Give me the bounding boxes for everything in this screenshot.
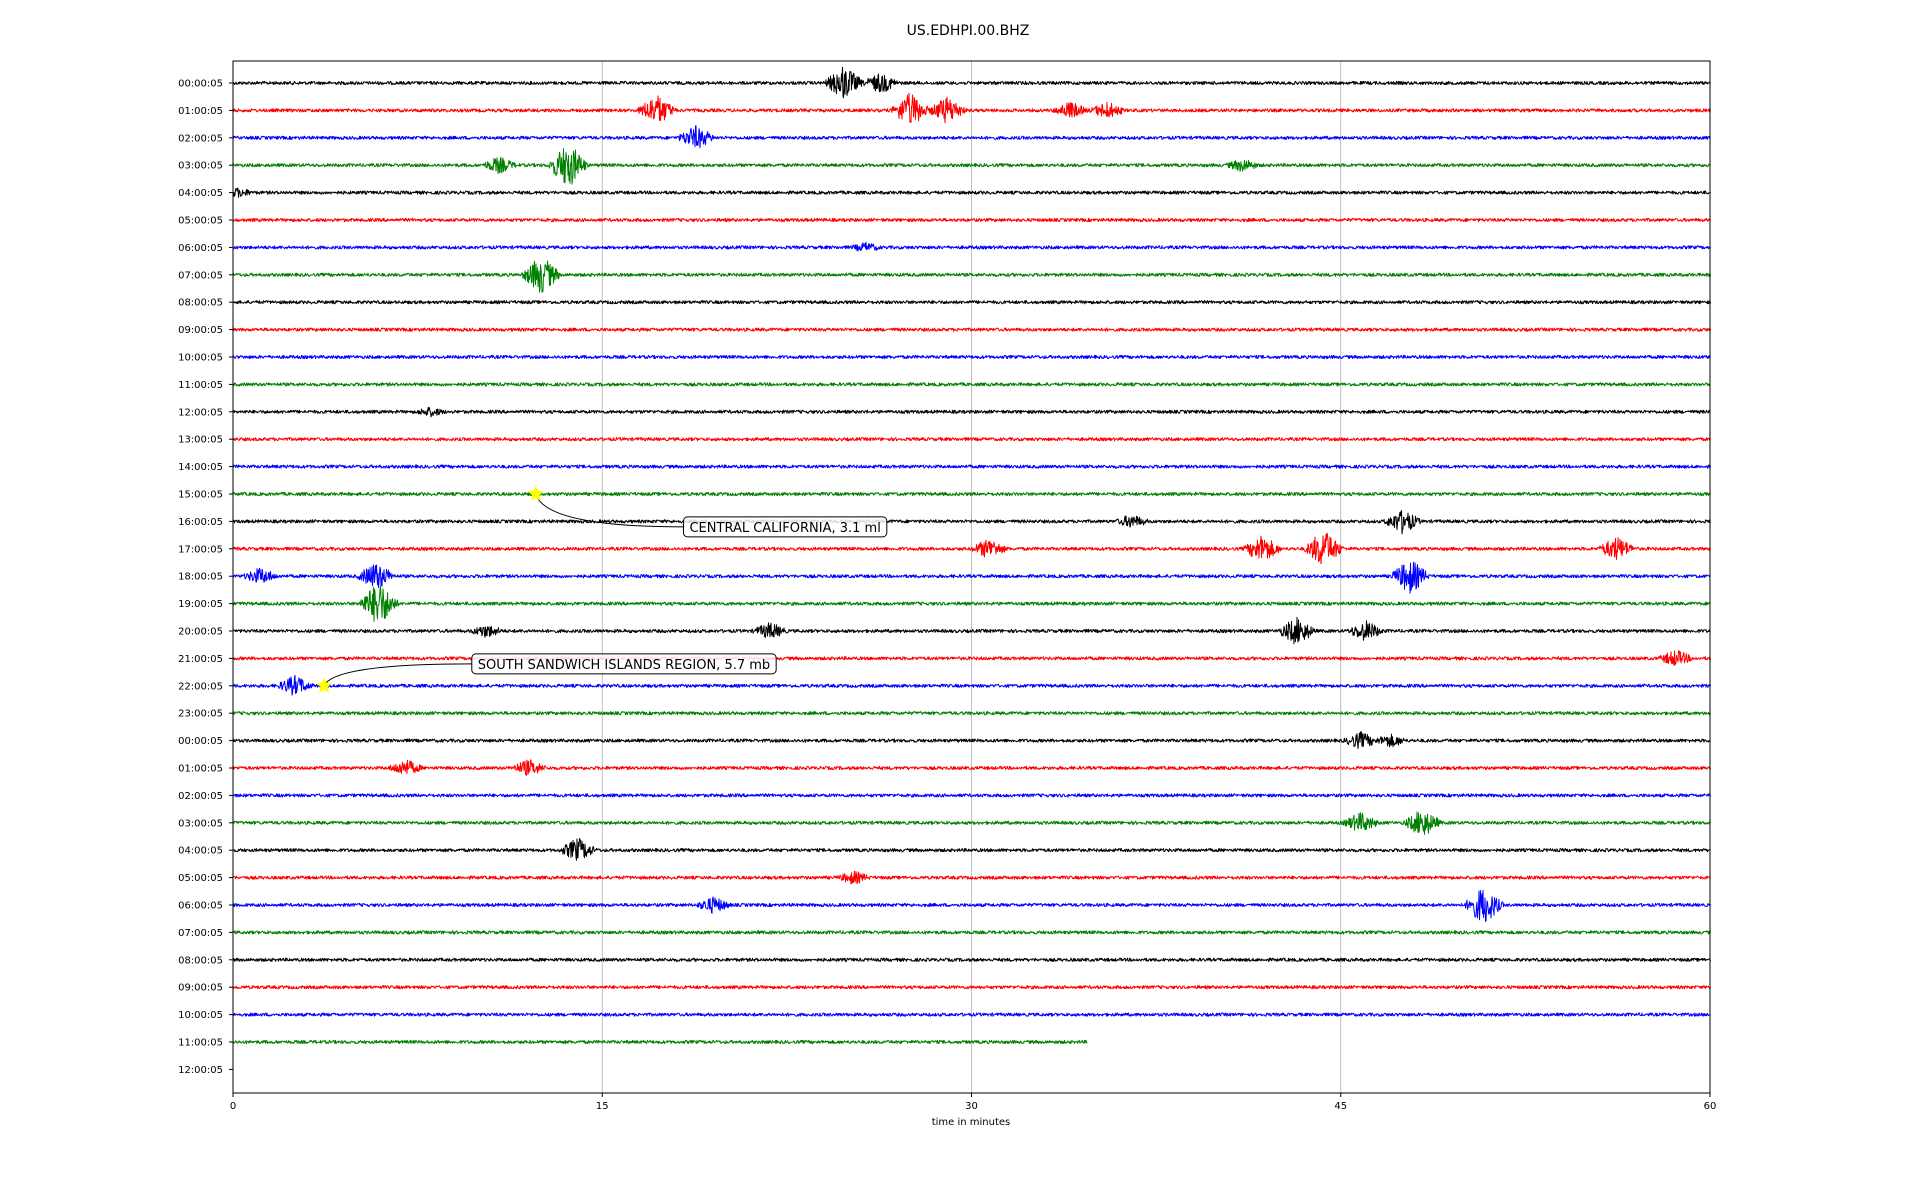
y-tick-label: 21:00:05 [178,654,223,665]
x-tick-label: 45 [1334,1101,1347,1112]
y-tick-label: 17:00:05 [178,544,223,555]
y-tick-label: 07:00:05 [178,928,223,939]
x-tick-labels: 0 15 30 45 60 [230,1093,1717,1112]
trace-line [232,148,1711,185]
y-tick-label: 15:00:05 [178,490,223,501]
trace-line [232,930,1711,935]
trace-line [232,327,1711,332]
y-tick-label: 18:00:05 [178,572,223,583]
y-tick-label: 07:00:05 [178,270,223,281]
event-label: CENTRAL CALIFORNIA, 3.1 ml [689,521,880,536]
trace-line [232,561,1711,594]
y-tick-label: 03:00:05 [178,818,223,829]
trace-line [232,260,1711,293]
trace-line [232,382,1711,387]
trace-line [232,585,1711,622]
y-tick-label: 01:00:05 [178,106,223,117]
event-connector [323,663,472,687]
y-tick-label: 16:00:05 [178,517,223,528]
trace-line [232,66,1711,99]
event-marker [315,677,333,693]
y-tick-label: 12:00:05 [178,407,223,418]
y-tick-label: 12:00:05 [178,1065,223,1076]
trace-line [232,711,1711,716]
trace-line [232,491,1711,497]
traces [232,66,1711,1045]
x-tick-label: 15 [596,1101,609,1112]
trace-line [232,674,1711,696]
trace-line [232,985,1711,990]
trace-line [232,437,1711,442]
y-tick-label: 08:00:05 [178,955,223,966]
trace-line [232,759,1711,776]
y-tick-label: 09:00:05 [178,325,223,336]
x-tick-label: 0 [230,1101,236,1112]
trace-line [232,300,1711,305]
trace-line [232,241,1711,252]
trace-line [232,510,1711,535]
trace-line [232,354,1711,360]
trace-line [232,1012,1711,1017]
trace-line [232,838,1711,861]
trace-line [232,464,1711,469]
event-label: SOUTH SANDWICH ISLANDS REGION, 5.7 mb [478,658,770,673]
trace-line [232,406,1711,418]
y-tick-labels: 00:00:05 01:00:05 02:00:05 03:00:05 04:00:05… [178,79,233,1076]
event-marker [527,485,545,502]
y-tick-label: 03:00:05 [178,161,223,172]
trace-line [232,957,1711,962]
y-tick-label: 02:00:05 [178,791,223,802]
y-tick-label: 09:00:05 [178,983,223,994]
trace-line [232,731,1711,749]
y-tick-label: 06:00:05 [178,901,223,912]
trace-line [232,125,1711,149]
event-annotations: CENTRAL CALIFORNIA, 3.1 ml SOUTH SANDWICH… [315,485,888,693]
trace-line [232,870,1711,885]
trace-line [232,187,1711,198]
y-tick-label: 02:00:05 [178,133,223,144]
y-tick-label: 01:00:05 [178,764,223,775]
event-label-box [471,653,777,675]
y-tick-label: 20:00:05 [178,627,223,638]
y-tick-label: 14:00:05 [178,462,223,473]
trace-line [232,793,1711,798]
y-tick-label: 10:00:05 [178,353,223,364]
chart-title: US.EDHPI.00.BHZ [907,23,1030,39]
y-tick-label: 23:00:05 [178,709,223,720]
trace-line [232,1039,1088,1045]
y-tick-label: 05:00:05 [178,873,223,884]
x-tick-label: 60 [1704,1101,1717,1112]
y-tick-label: 19:00:05 [178,599,223,610]
trace-line [232,217,1711,223]
trace-line [232,92,1711,124]
y-tick-label: 13:00:05 [178,435,223,446]
trace-line [232,811,1711,835]
y-tick-label: 04:00:05 [178,846,223,857]
y-tick-label: 04:00:05 [178,188,223,199]
y-tick-label: 08:00:05 [178,298,223,309]
y-tick-label: 00:00:05 [178,79,223,90]
y-tick-label: 11:00:05 [178,380,223,391]
trace-line [232,616,1711,645]
trace-line [232,532,1711,565]
event-label-box [682,516,888,538]
y-tick-label: 11:00:05 [178,1038,223,1049]
y-tick-label: 10:00:05 [178,1010,223,1021]
x-tick-label: 30 [965,1101,978,1112]
y-tick-label: 00:00:05 [178,736,223,747]
y-tick-label: 06:00:05 [178,243,223,254]
x-axis-label: time in minutes [932,1117,1011,1128]
y-tick-label: 05:00:05 [178,216,223,227]
y-tick-label: 22:00:05 [178,681,223,692]
event-connector [535,493,684,528]
trace-line [232,889,1711,922]
